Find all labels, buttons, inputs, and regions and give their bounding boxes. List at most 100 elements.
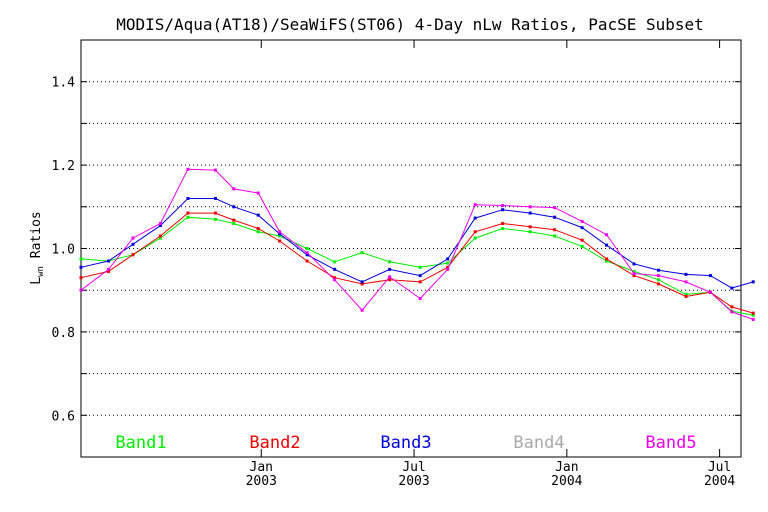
data-point-band5 (605, 233, 609, 237)
data-point-band1 (186, 215, 190, 219)
y-axis-label-main: L (29, 277, 44, 285)
data-point-band3 (107, 259, 110, 263)
data-point-band2 (305, 259, 309, 263)
data-point-band3 (473, 216, 477, 220)
data-point-band1 (213, 217, 217, 221)
y-axis-label-subscript: wn (36, 266, 46, 277)
data-point-band1 (501, 226, 505, 230)
data-point-band3 (605, 243, 609, 247)
data-point-band5 (553, 206, 557, 210)
data-point-band2 (131, 253, 135, 257)
data-point-band3 (213, 196, 217, 200)
series-group (79, 167, 755, 321)
data-point-band5 (580, 219, 584, 223)
data-point-band2 (528, 225, 532, 229)
data-point-band5 (528, 205, 532, 209)
data-point-band3 (751, 280, 755, 284)
data-point-band1 (232, 221, 236, 225)
data-point-band2 (107, 269, 110, 273)
data-point-band3 (232, 205, 236, 209)
x-tick-month: Jul (402, 460, 425, 475)
data-point-band2 (632, 274, 636, 278)
data-point-band3 (333, 267, 337, 271)
data-point-band5 (131, 236, 135, 240)
y-tick-label: 0.6 (52, 409, 75, 424)
legend-item-band5: Band5 (645, 433, 696, 453)
data-point-band3 (418, 274, 422, 278)
data-point-band5 (730, 310, 734, 314)
data-point-band3 (256, 213, 260, 217)
data-point-band5 (107, 267, 110, 271)
data-point-band5 (333, 278, 337, 282)
data-point-band2 (580, 238, 584, 242)
data-point-band3 (684, 272, 688, 276)
data-point-band5 (158, 221, 162, 225)
data-point-band5 (418, 297, 422, 301)
y-tick-label: 1.0 (52, 243, 75, 258)
legend-item-band4: Band4 (513, 433, 564, 453)
y-axis-label: Lwn Ratios (29, 211, 46, 284)
y-tick-label: 0.8 (52, 326, 75, 341)
data-point-band3 (553, 215, 557, 219)
data-point-band2 (79, 276, 83, 280)
data-point-band1 (158, 236, 162, 240)
data-point-band2 (730, 305, 734, 309)
data-point-band3 (446, 257, 450, 261)
data-point-band3 (388, 267, 392, 271)
data-point-band2 (553, 228, 557, 232)
legend-item-band1: Band1 (115, 433, 166, 453)
y-axis-label-rest: Ratios (29, 211, 44, 266)
data-point-band1 (256, 230, 260, 234)
data-point-band3 (278, 232, 282, 236)
data-point-band1 (605, 259, 609, 263)
y-tick-label: 1.4 (52, 76, 76, 91)
data-point-band5 (232, 187, 236, 191)
data-point-band3 (360, 280, 364, 284)
data-point-band1 (473, 236, 477, 240)
data-point-band2 (605, 257, 609, 261)
series-line-band1 (80, 216, 754, 316)
x-tick-month: Jul (708, 460, 731, 475)
x-tick-year: 2004 (704, 474, 735, 489)
data-point-band5 (360, 308, 364, 312)
data-point-band5 (632, 272, 636, 276)
data-point-band5 (751, 317, 755, 321)
data-point-band2 (333, 276, 337, 280)
data-point-band1 (751, 313, 755, 317)
data-point-band3 (501, 208, 505, 212)
data-point-band5 (186, 167, 190, 171)
data-point-band2 (388, 278, 392, 282)
data-point-band5 (213, 168, 217, 172)
data-point-band1 (528, 230, 532, 234)
data-point-band1 (79, 257, 83, 261)
data-point-band1 (333, 260, 337, 264)
legend-item-band3: Band3 (380, 433, 431, 453)
data-point-band3 (186, 196, 190, 200)
data-point-band3 (131, 242, 135, 246)
chart-title: MODIS/Aqua(AT18)/SeaWiFS(ST06) 4-Day nLw… (116, 15, 704, 34)
data-point-band2 (418, 280, 422, 284)
data-point-band5 (256, 191, 260, 195)
data-point-band2 (446, 265, 450, 269)
data-point-band1 (684, 292, 688, 296)
data-point-band5 (79, 288, 83, 292)
data-point-band2 (473, 230, 477, 234)
data-point-band1 (360, 251, 364, 255)
data-point-band2 (501, 221, 505, 225)
data-point-band2 (657, 282, 660, 286)
x-tick-year: 2003 (246, 474, 277, 489)
data-point-band2 (256, 226, 260, 230)
data-point-band1 (388, 260, 392, 264)
data-point-band2 (158, 234, 162, 238)
data-point-band3 (708, 274, 712, 278)
data-point-band3 (730, 286, 734, 290)
data-point-band1 (418, 265, 422, 269)
series-line-band5 (80, 168, 754, 320)
data-point-band2 (751, 311, 755, 315)
data-point-band1 (305, 247, 309, 250)
legend-item-band2: Band2 (249, 433, 300, 453)
data-point-band3 (632, 262, 636, 266)
y-tick-label: 1.2 (52, 159, 75, 174)
